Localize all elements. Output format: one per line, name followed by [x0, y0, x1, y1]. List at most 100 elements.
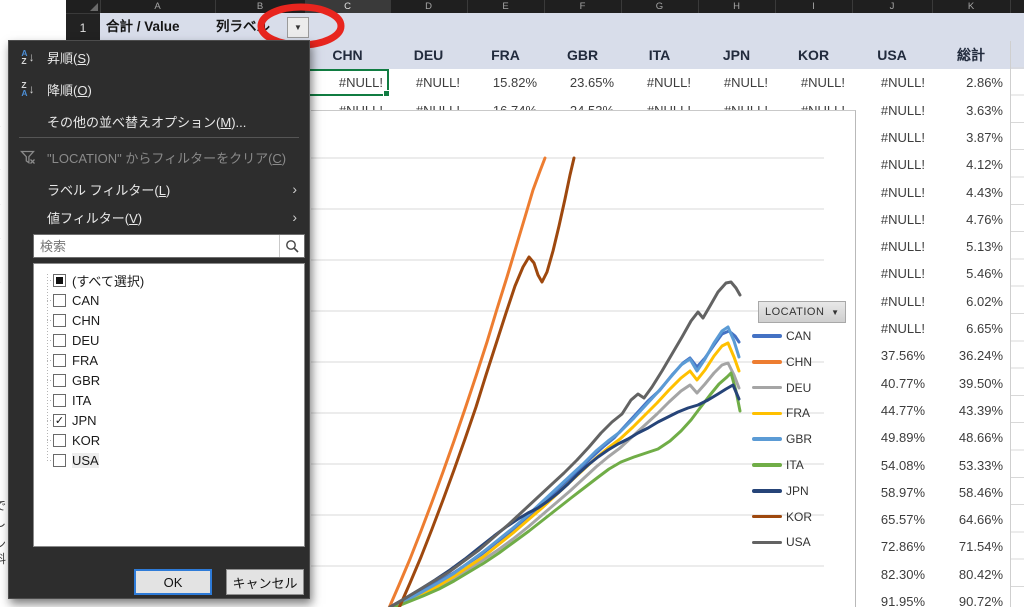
- cancel-button[interactable]: キャンセル: [226, 569, 304, 595]
- cell-K[interactable]: 58.46%: [958, 484, 1003, 500]
- column-header-A[interactable]: A: [100, 0, 216, 13]
- cell-J[interactable]: #NULL!: [880, 211, 925, 227]
- column-header-H[interactable]: H: [698, 0, 776, 13]
- column-header-K[interactable]: K: [932, 0, 1011, 13]
- search-input[interactable]: [34, 235, 279, 257]
- cell-K[interactable]: 71.54%: [958, 539, 1003, 555]
- checkbox-indeterminate[interactable]: [53, 273, 66, 287]
- row-number-1[interactable]: 1: [66, 13, 100, 42]
- legend-item-JPN[interactable]: JPN: [752, 482, 809, 500]
- filter-list-item-すべて選択[interactable]: (すべて選択): [34, 270, 304, 290]
- cell-J[interactable]: #NULL!: [880, 129, 925, 145]
- column-labels-filter-dropdown-button[interactable]: ▼: [287, 17, 309, 38]
- checkbox-unchecked[interactable]: [53, 293, 66, 307]
- cell-G[interactable]: #NULL!: [646, 75, 691, 91]
- menu-item-V[interactable]: 値フィルター(V) ›: [9, 203, 309, 231]
- column-header-G[interactable]: G: [621, 0, 699, 13]
- filter-list-item-FRA[interactable]: FRA: [34, 350, 304, 370]
- column-header-B[interactable]: B: [215, 0, 306, 13]
- cell-J[interactable]: 54.08%: [880, 457, 925, 473]
- cell-K[interactable]: 2.86%: [966, 75, 1003, 91]
- cell-J[interactable]: 91.95%: [880, 594, 925, 607]
- checkbox-unchecked[interactable]: [53, 453, 66, 467]
- legend-item-FRA[interactable]: FRA: [752, 404, 810, 422]
- checkbox-unchecked[interactable]: [53, 393, 66, 407]
- pivot-header-USA[interactable]: USA: [877, 47, 907, 63]
- series-line-ITA[interactable]: [391, 371, 742, 607]
- checkbox-unchecked[interactable]: [53, 373, 66, 387]
- filter-list-item-KOR[interactable]: KOR: [34, 430, 304, 450]
- cell-K[interactable]: 48.66%: [958, 430, 1003, 446]
- legend-item-CHN[interactable]: CHN: [752, 353, 812, 371]
- legend-item-GBR[interactable]: GBR: [752, 430, 812, 448]
- pivot-header-GBR[interactable]: GBR: [566, 47, 599, 63]
- cell-K[interactable]: 64.66%: [958, 512, 1003, 528]
- filter-list-item-CAN[interactable]: CAN: [34, 290, 304, 310]
- cell-K[interactable]: 5.46%: [966, 266, 1003, 282]
- series-line-CHN[interactable]: [387, 156, 547, 607]
- cell-J[interactable]: #NULL!: [880, 293, 925, 309]
- cell-D[interactable]: #NULL!: [415, 75, 460, 91]
- pivot-header-DEU[interactable]: DEU: [413, 47, 444, 63]
- series-line-FRA[interactable]: [390, 341, 741, 607]
- pivot-chart[interactable]: LOCATION ▼ CAN CHN DEU FRA GBR ITA JPN KOR USA: [311, 110, 856, 607]
- series-line-USA[interactable]: [388, 280, 742, 607]
- checkbox-unchecked[interactable]: [53, 333, 66, 347]
- checkbox-unchecked[interactable]: [53, 353, 66, 367]
- legend-item-DEU[interactable]: DEU: [752, 379, 811, 397]
- menu-item-M[interactable]: その他の並べ替えオプション(M)...: [9, 107, 309, 135]
- cell-K[interactable]: 80.42%: [958, 566, 1003, 582]
- filter-list-item-ITA[interactable]: ITA: [34, 390, 304, 410]
- filter-list-item-USA[interactable]: USA: [34, 450, 304, 470]
- cell-K[interactable]: 43.39%: [958, 402, 1003, 418]
- cell-J[interactable]: 58.97%: [880, 484, 925, 500]
- cell-C[interactable]: #NULL!: [338, 75, 383, 91]
- series-line-KOR[interactable]: [397, 156, 576, 607]
- legend-item-USA[interactable]: USA: [752, 533, 811, 551]
- cell-J[interactable]: 40.77%: [880, 375, 925, 391]
- legend-item-ITA[interactable]: ITA: [752, 456, 804, 474]
- filter-list-item-CHN[interactable]: CHN: [34, 310, 304, 330]
- menu-item-O[interactable]: Z A ↓ 降順(O): [9, 75, 309, 103]
- cell-F[interactable]: 23.65%: [569, 75, 614, 91]
- menu-item-S[interactable]: A Z ↓ 昇順(S): [9, 43, 309, 71]
- cell-K[interactable]: 53.33%: [958, 457, 1003, 473]
- pivot-header-FRA[interactable]: FRA: [491, 47, 520, 63]
- filter-list-item-GBR[interactable]: GBR: [34, 370, 304, 390]
- cell-K[interactable]: 4.76%: [966, 211, 1003, 227]
- series-line-GBR[interactable]: [390, 325, 741, 607]
- filter-list-item-DEU[interactable]: DEU: [34, 330, 304, 350]
- cell-J[interactable]: 82.30%: [880, 566, 925, 582]
- checkbox-unchecked[interactable]: [53, 313, 66, 327]
- cell-J[interactable]: #NULL!: [880, 102, 925, 118]
- search-box[interactable]: [33, 234, 305, 258]
- column-header-I[interactable]: I: [775, 0, 853, 13]
- legend-location-filter-button[interactable]: LOCATION ▼: [758, 301, 846, 323]
- cell-J[interactable]: 65.57%: [880, 512, 925, 528]
- cell-a1-total-value[interactable]: 合計 / Value: [106, 19, 180, 34]
- menu-item-C[interactable]: "LOCATION" からフィルターをクリア(C): [9, 143, 309, 171]
- column-header-E[interactable]: E: [467, 0, 545, 13]
- cell-b1-column-labels[interactable]: 列ラベル: [216, 19, 270, 34]
- cell-K[interactable]: 39.50%: [958, 375, 1003, 391]
- cell-K[interactable]: 4.43%: [966, 184, 1003, 200]
- cell-K[interactable]: 36.24%: [958, 348, 1003, 364]
- cell-K[interactable]: 3.87%: [966, 129, 1003, 145]
- cell-J[interactable]: #NULL!: [880, 239, 925, 255]
- cell-K[interactable]: 6.65%: [966, 321, 1003, 336]
- cell-I[interactable]: #NULL!: [800, 75, 845, 91]
- column-header-J[interactable]: J: [852, 0, 933, 13]
- cell-J[interactable]: 37.56%: [880, 348, 925, 364]
- cell-K[interactable]: 4.12%: [966, 157, 1003, 173]
- cell-J[interactable]: #NULL!: [880, 321, 925, 336]
- pivot-header-JPN[interactable]: JPN: [722, 47, 751, 63]
- search-icon[interactable]: [279, 235, 304, 257]
- cell-J[interactable]: 49.89%: [880, 430, 925, 446]
- pivot-header-CHN[interactable]: CHN: [332, 47, 363, 63]
- ok-button[interactable]: OK: [134, 569, 212, 595]
- column-header-D[interactable]: D: [390, 0, 468, 13]
- filter-list-item-JPN[interactable]: ✓ JPN: [34, 410, 304, 430]
- checkbox-unchecked[interactable]: [53, 433, 66, 447]
- menu-item-L[interactable]: ラベル フィルター(L) ›: [9, 175, 309, 203]
- cell-J[interactable]: #NULL!: [880, 184, 925, 200]
